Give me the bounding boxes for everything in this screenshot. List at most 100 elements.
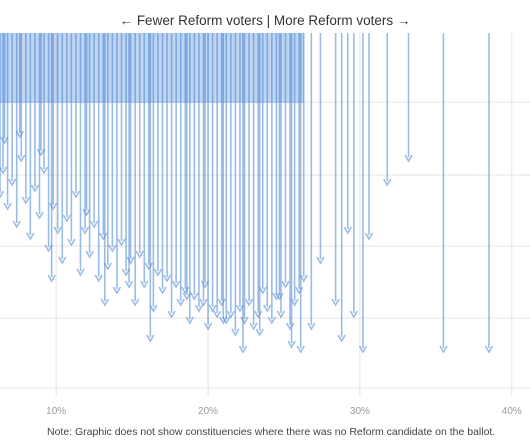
arrow-mark [89, 33, 99, 229]
arrow-head [162, 274, 172, 283]
x-axis: 10% 20% 30% 40% [46, 406, 522, 417]
arrow-head [3, 202, 12, 211]
arrow-head [217, 298, 226, 307]
arrow-mark [383, 33, 392, 187]
arrow-head [199, 298, 208, 307]
arrow-head [35, 211, 44, 220]
arrow-head [231, 328, 240, 337]
arrow-mark [307, 33, 316, 331]
arrow-mark [199, 33, 208, 307]
arrow-head [185, 316, 195, 325]
arrow-mark [12, 33, 21, 229]
arrow-mark [153, 33, 163, 277]
arrow-head [62, 214, 72, 223]
arrow-head [53, 226, 62, 235]
arrow-head [82, 208, 91, 217]
arrow-mark [212, 33, 222, 319]
arrow-mark [30, 33, 40, 193]
arrow-head [190, 292, 199, 301]
arrow-head [135, 250, 144, 259]
arrow-head [316, 256, 325, 265]
arrow-mark [39, 33, 49, 175]
arrow-head [263, 304, 272, 313]
arrow-head [181, 286, 190, 295]
arrow-mark [294, 33, 304, 295]
arrow-mark [162, 33, 172, 283]
arrow-mark [82, 33, 91, 217]
arrow-head [71, 190, 81, 199]
arrow-head [12, 220, 21, 229]
arrow-head [146, 334, 155, 343]
arrow-mark [296, 33, 305, 354]
arrow-head [404, 154, 413, 163]
arrow-head [253, 310, 263, 319]
arrow-head [124, 280, 134, 289]
arrow-head [167, 310, 176, 319]
arrow-head [67, 238, 76, 247]
arrow-mark [58, 33, 67, 265]
chart-header: ← Fewer Reform voters | More Reform vote… [0, 13, 530, 28]
arrow-head [171, 280, 181, 289]
arrow-head [76, 268, 85, 277]
arrow-mark [208, 33, 217, 313]
arrow-mark [275, 33, 284, 301]
arrow-mark [217, 33, 226, 307]
arrow-mark [181, 33, 190, 295]
arrow-mark [404, 33, 413, 163]
fewer-reform-label: ← Fewer Reform voters [119, 13, 263, 28]
arrow-mark [484, 33, 494, 354]
arrow-mark [349, 33, 359, 319]
arrow-mark [200, 33, 210, 289]
x-tick-label: 20% [198, 406, 218, 417]
arrow-mark [135, 33, 144, 259]
arrow-mark [0, 33, 9, 145]
arrow-series [0, 33, 494, 354]
arrow-head [337, 334, 346, 343]
arrow-mark [249, 33, 258, 331]
arrow-mark [231, 33, 240, 337]
arrow-mark [203, 33, 213, 331]
arrow-head [276, 310, 286, 319]
arrow-head [153, 268, 163, 277]
arrow-mark [276, 33, 286, 319]
arrow-mark [253, 33, 263, 319]
arrow-head [182, 292, 191, 301]
arrow-head [200, 280, 210, 289]
arrow-mark [316, 33, 325, 265]
chart-note: Note: Graphic does not show constituenci… [47, 426, 496, 438]
x-tick-label: 40% [502, 406, 522, 417]
arrow-mark [439, 33, 448, 354]
arrow-mark [71, 33, 81, 199]
arrow-mark [176, 33, 185, 307]
arrow-mark [331, 33, 340, 307]
arrow-head [358, 345, 368, 354]
arrow-mark [337, 33, 346, 343]
arrow-mark [226, 33, 236, 319]
arrow-mark [171, 33, 181, 289]
arrow-mark [85, 33, 94, 259]
arrow-mark [3, 33, 12, 211]
arrow-mark [185, 33, 195, 325]
arrow-head [36, 148, 46, 157]
arrow-mark [285, 33, 295, 331]
arrow-mark [167, 33, 176, 319]
arrow-head [203, 322, 213, 331]
arrow-head [238, 345, 248, 354]
arrow-head [48, 202, 58, 211]
arrow-head [140, 280, 149, 289]
arrow-mark [76, 33, 85, 277]
arrow-head [343, 226, 352, 235]
arrow-mark [343, 33, 352, 235]
arrow-mark [94, 33, 103, 283]
arrow-mark [21, 33, 31, 205]
arrow-mark [47, 33, 56, 283]
arrow-head [212, 310, 222, 319]
arrow-head [484, 345, 494, 354]
arrow-mark [7, 33, 17, 187]
arrow-head [0, 166, 8, 175]
arrow-mark [62, 33, 72, 223]
arrow-head [39, 166, 49, 175]
arrow-head [349, 310, 359, 319]
arrow-head [100, 298, 109, 307]
